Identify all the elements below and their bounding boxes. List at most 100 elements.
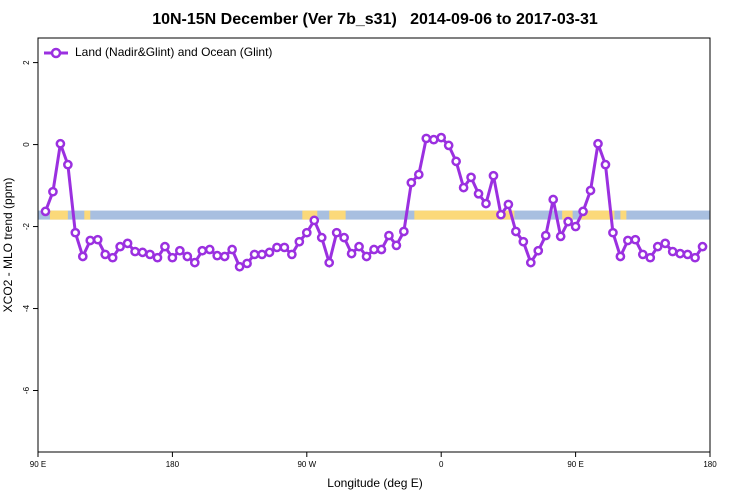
data-point — [376, 244, 387, 255]
land-segment — [414, 210, 515, 220]
data-point — [212, 250, 223, 261]
x-tick-label: 90 E — [567, 460, 583, 469]
data-point — [324, 257, 335, 268]
land-segment — [562, 210, 573, 220]
data-point — [182, 251, 193, 262]
data-point — [682, 249, 693, 260]
legend-label: Land (Nadir&Glint) and Ocean (Glint) — [75, 45, 272, 59]
x-axis-label: Longitude (deg E) — [327, 476, 422, 490]
data-point — [249, 249, 260, 260]
data-point — [443, 140, 454, 151]
data-point — [219, 251, 230, 262]
data-point — [92, 234, 103, 245]
data-point — [548, 194, 559, 205]
data-point — [608, 227, 618, 238]
data-point — [339, 232, 349, 243]
data-point — [645, 252, 656, 263]
data-point — [331, 227, 342, 238]
data-point — [301, 227, 312, 238]
plot-frame — [37, 37, 711, 453]
y-axis-label: XCO2 - MLO trend (ppm) — [1, 178, 15, 313]
data-point — [63, 159, 73, 170]
data-point — [518, 236, 529, 247]
y-tick-label: -2 — [22, 222, 31, 230]
data-point — [85, 235, 96, 246]
data-point — [115, 241, 125, 252]
data-point — [77, 251, 88, 262]
data-point — [421, 133, 432, 144]
land-segment — [620, 210, 627, 220]
data-point — [369, 244, 379, 255]
x-tick-label: 0 — [439, 460, 444, 469]
land-segment — [49, 210, 68, 220]
data-point — [637, 249, 648, 260]
data-point — [473, 188, 484, 199]
data-point — [406, 177, 417, 188]
data-point — [675, 248, 685, 259]
y-tick-label: 2 — [22, 60, 31, 65]
data-point — [436, 132, 447, 143]
data-point — [227, 244, 237, 255]
data-point — [137, 247, 148, 258]
legend-marker — [50, 47, 62, 59]
data-point — [630, 234, 641, 245]
data-point — [197, 245, 208, 256]
data-point — [488, 170, 499, 181]
data-point — [384, 230, 394, 241]
land-segment — [302, 210, 318, 220]
data-point — [294, 236, 305, 247]
data-point — [309, 215, 320, 226]
data-point — [189, 257, 200, 268]
y-tick-label: 0 — [22, 142, 31, 147]
data-point — [533, 245, 544, 256]
data-point — [160, 241, 170, 252]
data-point — [585, 185, 596, 196]
x-tick-label: 180 — [703, 460, 717, 469]
data-point — [458, 182, 469, 193]
data-point — [600, 159, 611, 170]
y-tick-label: -4 — [22, 304, 31, 312]
data-point — [578, 206, 588, 217]
data-point — [570, 221, 581, 232]
land-segment — [580, 210, 615, 220]
data-point — [481, 198, 491, 209]
data-point — [660, 238, 671, 249]
data-point — [525, 257, 536, 268]
data-point — [234, 261, 245, 272]
data-point — [399, 226, 409, 237]
data-point — [667, 246, 678, 257]
x-tick-label: 90 W — [297, 460, 316, 469]
x-tick-label: 90 E — [30, 460, 46, 469]
data-point — [615, 251, 626, 262]
data-point — [264, 247, 275, 258]
data-point — [563, 216, 573, 227]
land-segment — [329, 210, 346, 220]
data-point — [130, 246, 140, 257]
data-point — [122, 238, 133, 249]
data-point — [361, 251, 372, 262]
land-segment — [84, 210, 91, 220]
data-point — [48, 186, 58, 197]
data-point — [623, 235, 633, 246]
data-point — [391, 240, 402, 251]
data-point — [451, 156, 461, 167]
data-point — [242, 258, 252, 269]
data-point — [555, 231, 566, 242]
data-point — [287, 249, 297, 260]
data-point — [540, 230, 551, 241]
data-point — [496, 209, 506, 220]
data-point — [257, 249, 267, 260]
ocean-band — [38, 210, 710, 220]
data-point — [593, 138, 603, 149]
data-point — [413, 169, 424, 180]
data-point — [503, 199, 514, 210]
data-point — [346, 248, 357, 259]
data-point — [428, 134, 439, 145]
data-point — [100, 249, 111, 260]
data-point — [152, 252, 163, 263]
data-point — [316, 232, 327, 243]
data-point — [40, 206, 51, 217]
data-point — [107, 252, 118, 263]
data-point — [652, 241, 663, 252]
data-point — [167, 252, 178, 263]
